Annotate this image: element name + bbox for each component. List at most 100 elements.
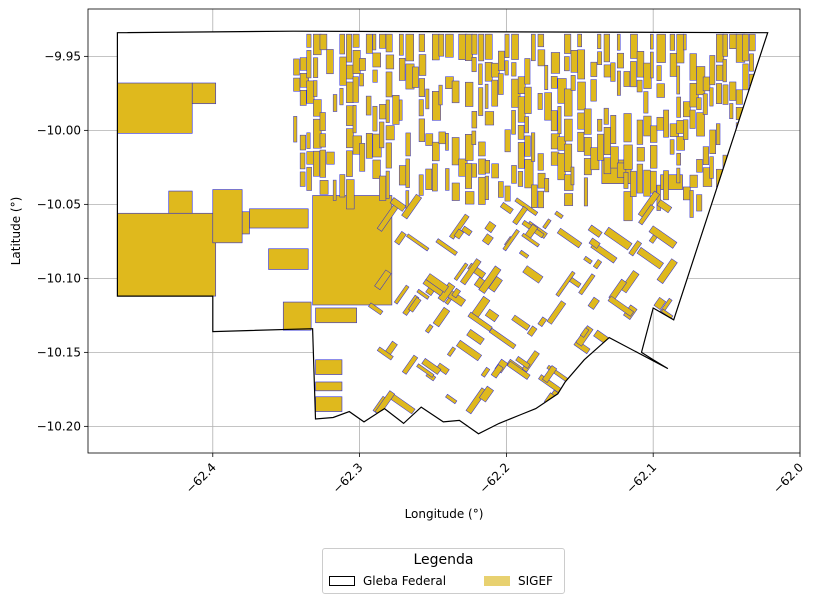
sigef-parcel — [511, 165, 517, 184]
sigef-parcel — [716, 189, 726, 209]
sigef-parcel — [498, 50, 505, 71]
sigef-parcel — [676, 33, 685, 64]
sigef-parcel — [346, 150, 353, 177]
sigef-parcel — [592, 259, 603, 270]
sigef-parcel — [683, 119, 689, 140]
sigef-parcel — [689, 190, 694, 218]
sigef-parcel — [607, 295, 635, 317]
legend-title: Legenda — [413, 552, 474, 568]
sigef-parcel — [394, 231, 407, 246]
sigef-parcel — [531, 184, 538, 208]
sigef-parcel — [623, 71, 631, 87]
sigef-parcel — [709, 55, 716, 86]
sigef-parcel — [319, 112, 326, 131]
sigef-parcel — [385, 54, 395, 70]
sigef-parcel — [299, 134, 306, 151]
sigef-parcel — [590, 61, 598, 77]
sigef-parcel — [610, 115, 617, 144]
sigef-parcel — [401, 193, 423, 220]
sigef-parcel-texture — [293, 33, 756, 420]
sigef-parcel — [556, 227, 583, 249]
sigef-parcel — [376, 346, 394, 361]
sigef-parcel — [650, 145, 658, 169]
sigef-parcel — [212, 189, 243, 244]
sigef-parcel — [506, 360, 531, 380]
sigef-parcel — [372, 52, 381, 68]
sigef-parcel — [432, 163, 438, 192]
sigef-parcel — [593, 393, 616, 420]
sigef-parcel — [630, 61, 637, 88]
sigef-parcel — [389, 197, 407, 212]
sigef-parcel — [432, 306, 451, 328]
sigef-parcel — [696, 112, 705, 137]
sigef-parcel — [504, 60, 509, 76]
sigef-parcel — [117, 82, 193, 134]
sigef-parcel — [372, 105, 378, 132]
sigef-parcel — [299, 89, 307, 106]
gleba-federal-boundary — [116, 30, 769, 435]
sigef-parcel — [460, 258, 482, 286]
sigef-parcel — [648, 225, 678, 249]
sigef-parcel — [484, 33, 493, 60]
sigef-parcel — [524, 116, 529, 134]
sigef-parcel — [696, 159, 703, 173]
sigef-parcel — [379, 33, 387, 49]
sigef-parcel — [583, 108, 592, 135]
sigef-parcel — [421, 358, 442, 375]
sigef-parcel — [709, 87, 714, 107]
sigef-parcel — [577, 81, 586, 111]
legend-label-gleba: Gleba Federal — [363, 574, 447, 588]
sigef-parcel — [451, 182, 460, 201]
sigef-parcel — [491, 79, 499, 107]
y-tick-label: −10.15 — [37, 345, 81, 359]
sigef-parcel — [268, 248, 309, 270]
sigef-parcel — [416, 363, 435, 378]
sigef-parcel — [676, 167, 681, 184]
sigef-parcel — [531, 33, 536, 62]
sigef-parcel — [716, 123, 721, 146]
sigef-parcel — [636, 119, 644, 145]
sigef-parcel — [517, 76, 526, 95]
sigef-parcel — [416, 288, 430, 300]
sigef-parcel — [564, 401, 579, 417]
sigef-parcel — [346, 81, 354, 103]
sigef-parcel — [656, 199, 673, 214]
sigef-parcel — [570, 75, 576, 91]
sigef-parcel — [418, 78, 425, 97]
sigef-parcel — [478, 176, 486, 205]
sigef-parcel — [557, 136, 567, 151]
sigef-parcel — [511, 62, 517, 77]
sigef-parcel — [332, 94, 338, 112]
sigef-parcel — [702, 76, 711, 92]
sigef-parcel — [643, 169, 651, 197]
sigef-parcel — [566, 402, 584, 419]
legend-label-sigef: SIGEF — [518, 574, 553, 588]
sigef-parcel — [484, 111, 495, 126]
sigef-parcel — [648, 343, 663, 356]
sigef-parcel — [299, 73, 309, 88]
sigef-parcel — [393, 284, 410, 305]
legend-item-gleba: Gleba Federal — [329, 573, 446, 589]
sigef-parcel — [313, 150, 320, 177]
sigef-parcel — [339, 33, 345, 55]
sigef-parcel — [451, 287, 461, 299]
sigef-parcel — [478, 87, 484, 116]
sigef-parcel — [554, 210, 564, 220]
legend-item-sigef: SIGEF — [484, 573, 553, 589]
sigef-parcel — [299, 152, 306, 170]
sigef-parcel — [451, 137, 460, 166]
sigef-parcel — [564, 118, 573, 142]
sigef-parcel — [578, 273, 596, 296]
sigef-parcel — [465, 33, 473, 61]
sigef-parcel — [577, 49, 586, 80]
sigef-parcel — [405, 158, 410, 188]
sigef-parcel — [478, 385, 494, 403]
x-axis-ticks: −62.4 −62.3 −62.2 −62.1 −62.0 — [183, 453, 806, 496]
sigef-parcel — [656, 65, 662, 81]
sigef-parcel — [517, 142, 525, 169]
sigef-parcel — [676, 65, 681, 95]
sigef-parcel — [623, 191, 633, 222]
sigef-parcel — [465, 163, 472, 189]
sigef-parcel — [372, 33, 377, 51]
sigef-parcel — [517, 96, 526, 123]
